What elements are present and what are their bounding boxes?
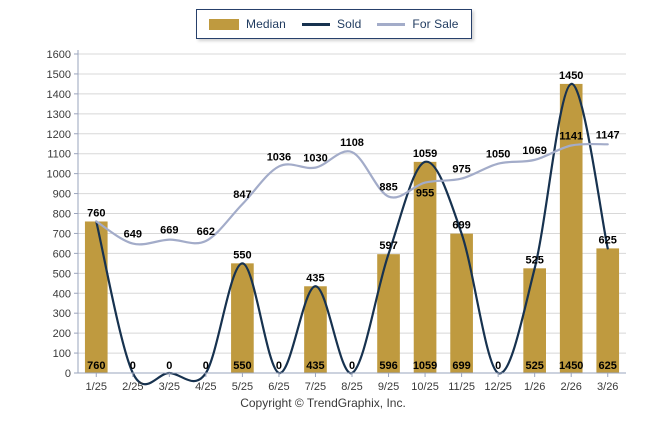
y-axis-tick-label: 400: [53, 288, 71, 300]
for-sale-value-label: 1147: [596, 129, 620, 141]
line-for-sale[interactable]: [95, 142, 609, 246]
for-sale-value-label: 1108: [340, 137, 364, 149]
legend-item-label: Median: [246, 17, 286, 31]
for-sale-value-label: 1030: [303, 153, 327, 165]
bar-top-value-label: 699: [452, 220, 470, 232]
bar-top-value-label: 550: [233, 249, 251, 261]
y-axis-tick-label: 800: [53, 209, 71, 221]
copyright-notice: Copyright © TrendGraphix, Inc.: [240, 396, 406, 410]
bar-base-value-label: 596: [379, 360, 397, 372]
legend-swatch-line-icon: [301, 22, 330, 26]
for-sale-value-label: 649: [124, 229, 142, 241]
y-axis-tick-label: 200: [53, 328, 71, 340]
bar-base-value-label: 0: [130, 360, 136, 372]
y-axis-tick-label: 1500: [47, 69, 71, 81]
legend-item-sold[interactable]: Sold: [301, 17, 362, 31]
y-axis-tick-label: 0: [65, 368, 71, 380]
y-axis-tick-label: 1200: [47, 129, 71, 141]
x-axis-tick-label: 4/25: [195, 381, 216, 393]
y-axis-tick-label: 1300: [47, 109, 71, 121]
bar[interactable]: [377, 254, 400, 373]
bar[interactable]: [304, 286, 327, 373]
for-sale-value-label: 1069: [522, 145, 546, 157]
legend-item-median[interactable]: Median: [209, 17, 286, 31]
legend-swatch-bar-icon: [209, 18, 239, 30]
for-sale-value-label: 847: [233, 189, 251, 201]
y-axis-tick-label: 900: [53, 189, 71, 201]
bar-base-value-label: 435: [306, 360, 324, 372]
y-axis-tick-label: 1600: [47, 49, 71, 61]
bar-base-value-label: 0: [495, 360, 501, 372]
x-axis-tick-label: 3/26: [597, 381, 618, 393]
for-sale-value-label: 1050: [486, 149, 510, 161]
bar-base-value-label: 0: [166, 360, 172, 372]
bar-base-value-label: 760: [87, 360, 105, 372]
y-axis-tick-label: 1400: [47, 89, 71, 101]
x-axis-tick-label: 10/25: [411, 381, 439, 393]
bar[interactable]: [450, 233, 473, 373]
bar[interactable]: [596, 248, 620, 373]
y-axis-tick-label: 100: [53, 348, 71, 360]
bar-top-value-label: 597: [379, 240, 397, 252]
chart-legend: Median Sold For Sale: [196, 9, 472, 39]
y-axis-tick-label: 600: [53, 248, 71, 260]
x-axis-tick-label: 5/25: [232, 381, 253, 393]
bar[interactable]: [413, 161, 437, 373]
bar-top-value-label: 625: [599, 234, 617, 246]
bar[interactable]: [523, 268, 546, 373]
bar-base-value-label: 0: [276, 360, 282, 372]
bar-top-value-label: 1059: [413, 148, 437, 160]
line-series: [95, 82, 609, 386]
for-sale-value-label: 1036: [267, 151, 291, 163]
legend-item-for-sale[interactable]: For Sale: [377, 17, 458, 31]
y-axis-tick-label: 700: [53, 228, 71, 240]
bar-top-value-label: 525: [525, 254, 543, 266]
data-labels: 760 0 0 0 550 0 435 0 596 1059 699 0 525 1450 625 760 55…: [87, 70, 620, 372]
x-axis-tick-label: 3/25: [159, 381, 180, 393]
for-sale-value-label: 669: [160, 225, 178, 237]
x-axis-tick-label: 7/25: [305, 381, 326, 393]
for-sale-value-label: 885: [379, 182, 397, 194]
for-sale-value-label: 975: [452, 164, 470, 176]
bar-top-value-label: 760: [87, 207, 105, 219]
x-axis-tick-label: 11/25: [448, 381, 475, 393]
legend-item-label: For Sale: [412, 17, 459, 31]
legend-swatch-line-icon: [377, 22, 406, 26]
axes: 0 100 200 300 400 500 600 700 800 900 1000 1100 1200…: [47, 49, 626, 393]
x-axis-tick-label: 1/25: [86, 381, 107, 393]
bar[interactable]: [231, 263, 254, 373]
for-sale-value-label: 1141: [559, 131, 583, 143]
y-axis-tick-label: 300: [53, 308, 71, 320]
x-axis-tick-label: 12/25: [484, 381, 512, 393]
chart-plot-area: 0 100 200 300 400 500 600 700 800 900 1000 1100 1200…: [47, 49, 626, 393]
bar-top-value-label: 435: [306, 272, 324, 284]
x-axis-tick-label: 6/25: [268, 381, 289, 393]
x-axis-tick-label: 1/26: [524, 381, 545, 393]
y-axis-tick-label: 1000: [47, 169, 71, 181]
bar-base-value-label: 0: [203, 360, 209, 372]
x-axis-tick-label: 8/25: [341, 381, 362, 393]
bar-base-value-label: 550: [233, 360, 251, 372]
bar[interactable]: [84, 221, 108, 373]
legend-item-label: Sold: [336, 17, 362, 31]
bar-base-value-label: 699: [452, 360, 470, 372]
bar-base-value-label: 625: [599, 360, 617, 372]
x-axis-tick-label: 9/25: [378, 381, 399, 393]
for-sale-value-label: 955: [416, 188, 434, 200]
bar[interactable]: [559, 83, 583, 373]
bar-top-value-label: 1450: [559, 70, 583, 82]
bar-base-value-label: 1450: [559, 360, 583, 372]
y-axis-tick-label: 1100: [47, 149, 71, 161]
x-axis-tick-label: 2/26: [560, 381, 581, 393]
bar-base-value-label: 0: [349, 360, 355, 372]
line-sold[interactable]: [95, 82, 609, 386]
x-axis-tick-label: 2/25: [122, 381, 143, 393]
bar-base-value-label: 1059: [413, 360, 437, 372]
y-axis-tick-label: 500: [53, 268, 71, 280]
for-sale-value-label: 662: [197, 226, 215, 238]
bar-base-value-label: 525: [525, 360, 543, 372]
